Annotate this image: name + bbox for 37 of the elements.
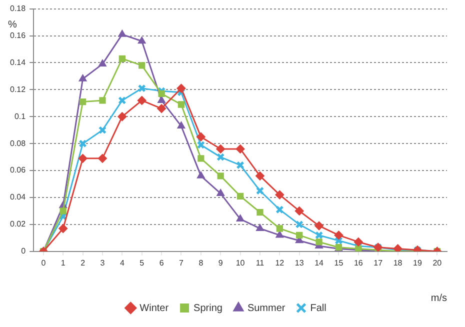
x-tick-label: 0 [41, 258, 46, 268]
y-tick-label: 0.1 [14, 112, 26, 121]
y-tick-label: 0.04 [10, 192, 26, 202]
x-axis-title: m/s [430, 292, 447, 304]
x-tick-label: 11 [256, 258, 265, 268]
x-tick-label: 3 [100, 258, 106, 268]
y-tick-label: 0.14 [10, 58, 26, 67]
x-tick-label: 7 [178, 258, 184, 268]
legend-label: Summer [247, 302, 286, 314]
x-tick-label: 6 [159, 258, 164, 268]
y-tick-label: 0.06 [10, 166, 26, 175]
x-tick-label: 12 [275, 258, 285, 268]
x-tick-label: 8 [198, 258, 204, 268]
x-tick-label: 13 [294, 258, 304, 268]
legend-label: Winter [140, 302, 170, 314]
legend-label: Fall [310, 302, 326, 314]
y-axis-title: % [8, 20, 17, 31]
legend-label: Spring [194, 302, 222, 314]
x-tick-label: 10 [236, 258, 246, 268]
y-tick-label: 0.12 [10, 84, 26, 94]
x-tick-label: 18 [393, 258, 403, 268]
y-tick-label: 0 [21, 246, 26, 256]
x-tick-label: 5 [140, 258, 145, 268]
y-tick-label: 0.18 [10, 4, 26, 14]
x-tick-label: 14 [314, 258, 324, 268]
y-tick-label: 0.08 [10, 138, 26, 148]
x-tick-label: 16 [354, 258, 364, 268]
x-tick-label: 9 [218, 258, 224, 268]
x-tick-label: 1 [60, 258, 66, 268]
y-tick-label: 0.02 [10, 220, 26, 229]
x-tick-label: 17 [374, 258, 384, 268]
x-tick-label: 19 [413, 258, 422, 268]
y-tick-label: 0.16 [10, 30, 26, 40]
x-tick-label: 15 [334, 258, 344, 268]
x-tick-label: 2 [80, 258, 86, 268]
x-tick-label: 4 [120, 258, 125, 268]
x-tick-label: 20 [432, 258, 442, 268]
